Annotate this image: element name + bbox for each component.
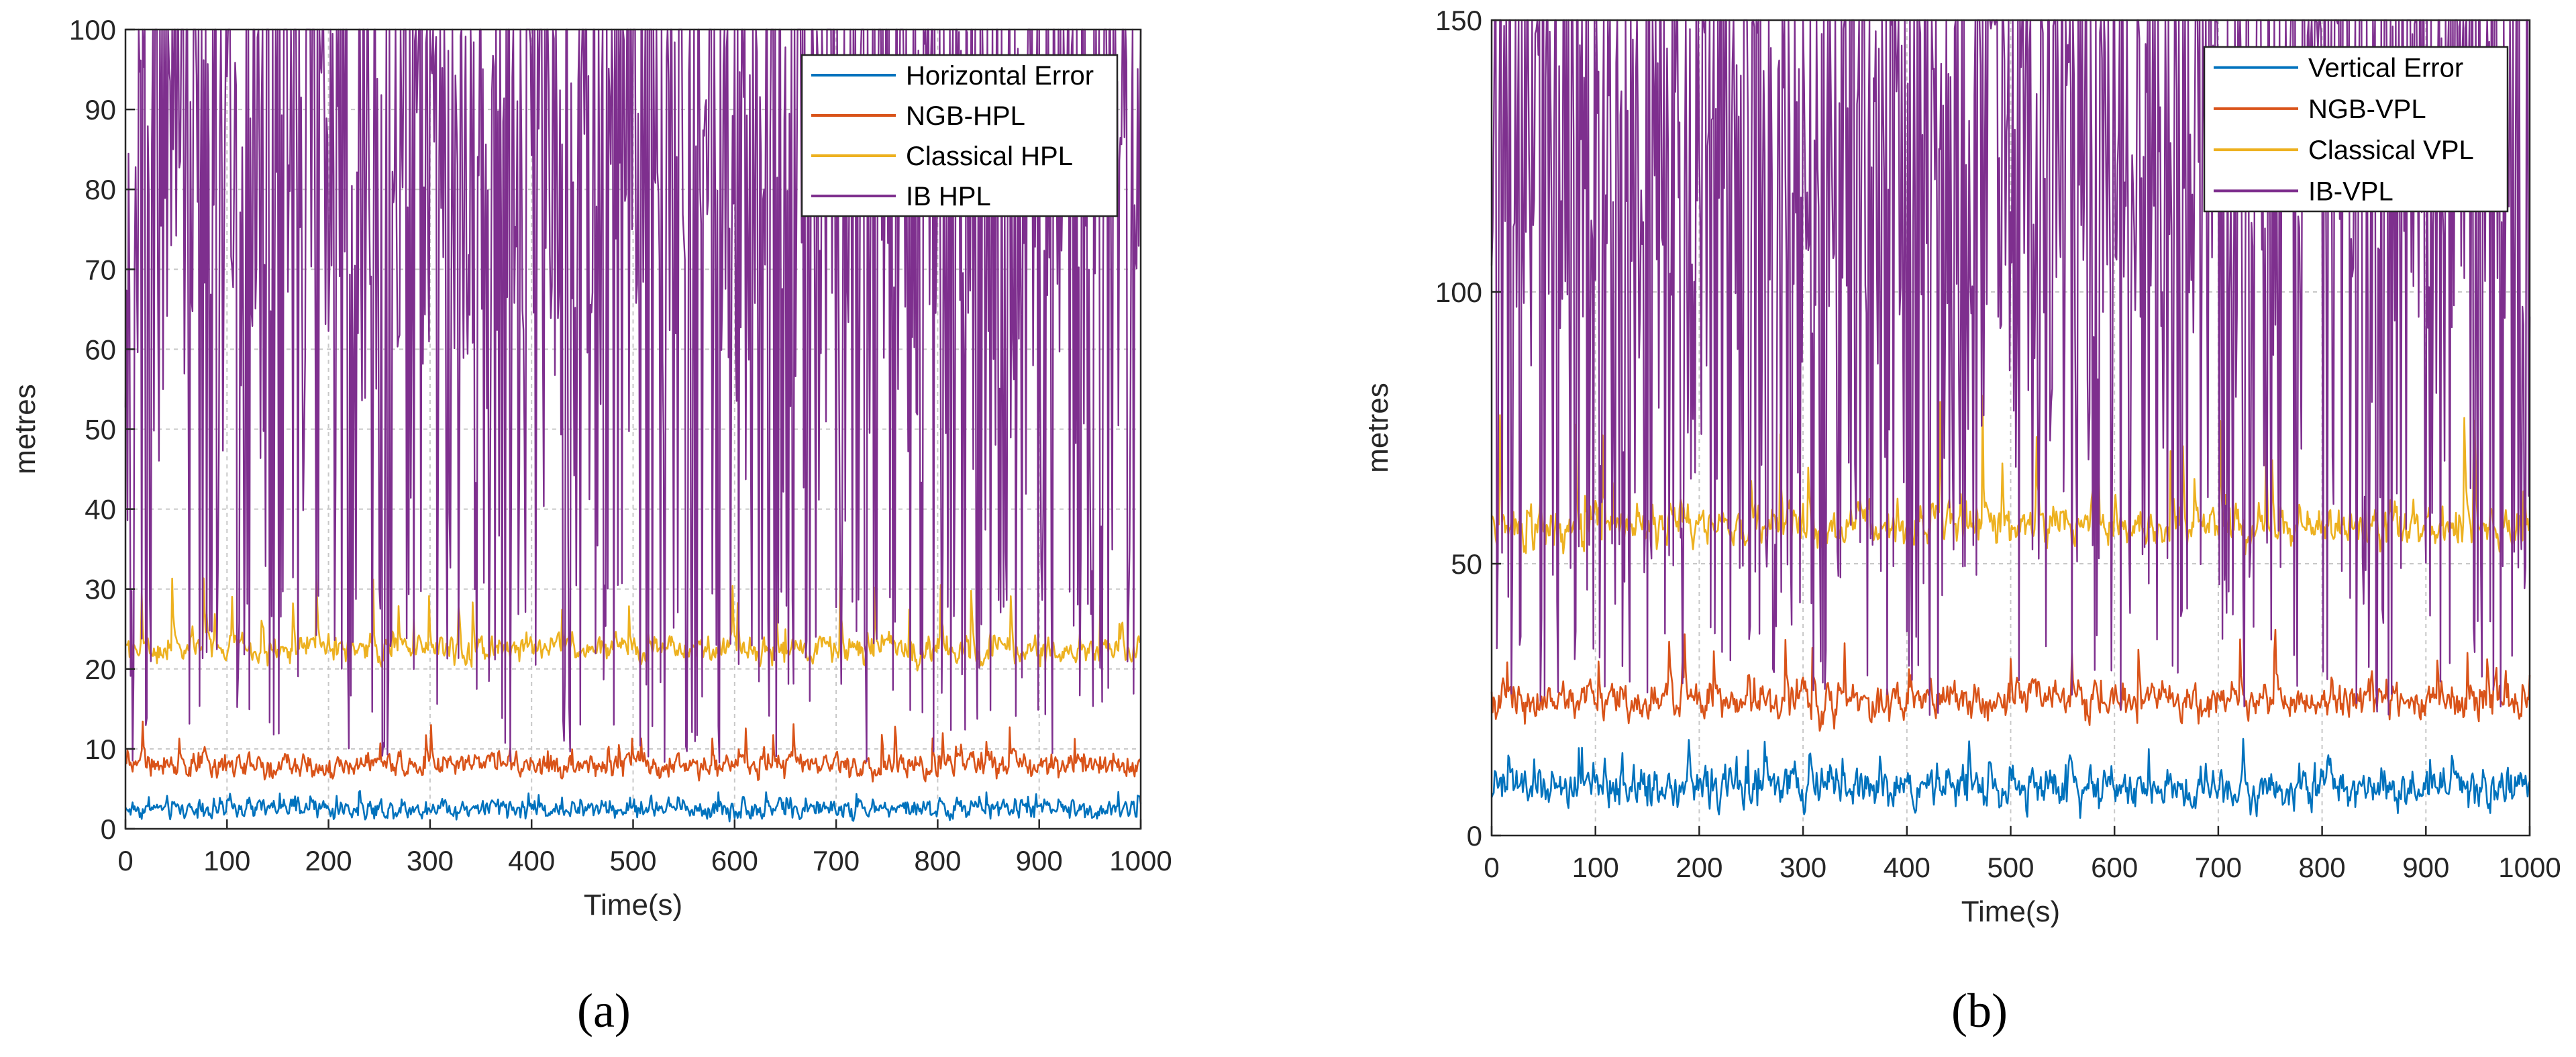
x-tick-label: 300	[1780, 852, 1826, 883]
x-tick-label: 100	[203, 845, 250, 876]
y-tick-label: 150	[1435, 5, 1482, 36]
caption-a: (a)	[577, 984, 631, 1038]
y-tick-label: 10	[85, 734, 116, 765]
series-line-ib-vpl	[1490, 19, 2531, 716]
x-tick-label: 900	[1016, 845, 1063, 876]
y-axis-label: metres	[9, 384, 42, 474]
legend: Horizontal Error NGB-HPL Classical HPL IB H…	[801, 54, 1119, 217]
legend-label: Horizontal Error	[906, 61, 1094, 91]
x-axis-label: Time(s)	[1961, 895, 2060, 928]
x-tick-label: 300	[407, 845, 454, 876]
legend-label: Classical VPL	[2308, 136, 2474, 165]
x-axis-label: Time(s)	[584, 889, 682, 921]
legend-label: NGB-VPL	[2308, 95, 2426, 124]
y-tick-label: 100	[1435, 276, 1482, 308]
x-tick-label: 400	[508, 845, 555, 876]
legend-label: IB HPL	[906, 182, 991, 211]
legend-label: NGB-HPL	[906, 101, 1025, 131]
x-tick-label: 1000	[1109, 845, 1172, 876]
y-tick-label: 20	[85, 654, 116, 685]
y-tick-label: 50	[1451, 548, 1482, 580]
y-tick-label: 60	[85, 334, 116, 365]
y-tick-label: 40	[85, 494, 116, 525]
y-tick-label: 70	[85, 254, 116, 285]
y-tick-label: 90	[85, 94, 116, 125]
x-tick-label: 0	[117, 845, 133, 876]
x-tick-label: 0	[1484, 852, 1499, 883]
y-tick-label: 100	[69, 14, 116, 46]
x-tick-label: 800	[914, 845, 961, 876]
x-tick-label: 700	[2195, 852, 2242, 883]
chart-panel-a: 0 100 200 300 400 500 600 700 800 900 1000 0 10 20 30 4…	[9, 14, 1172, 921]
legend: Vertical Error NGB-VPL Classical VPL IB-VPL	[2203, 46, 2509, 213]
x-tick-label: 700	[813, 845, 860, 876]
chart-panel-b: 0 100 200 300 400 500 600 700 800 900 1000 0 50 100 15…	[1361, 5, 2561, 928]
x-tick-label: 600	[711, 845, 758, 876]
x-tick-label: 500	[1987, 852, 2034, 883]
y-tick-label: 80	[85, 174, 116, 205]
legend-box	[2203, 46, 2509, 213]
legend-box	[801, 54, 1119, 217]
series-line-horizontal-error	[124, 790, 1142, 823]
x-tick-label: 900	[2402, 852, 2449, 883]
series-line-classical-hpl	[125, 574, 1142, 672]
series-line-vertical-error	[1490, 738, 2531, 819]
x-tick-label: 200	[305, 845, 352, 876]
legend-label: Classical HPL	[906, 142, 1073, 171]
series-line-ngb-hpl	[125, 720, 1142, 783]
y-tick-label: 0	[101, 813, 116, 845]
legend-label: Vertical Error	[2308, 54, 2463, 83]
y-tick-label: 0	[1467, 820, 1482, 852]
x-tick-label: 200	[1676, 852, 1722, 883]
legend-label: IB-VPL	[2308, 177, 2393, 206]
caption-b: (b)	[1951, 984, 2008, 1038]
x-tick-label: 100	[1572, 852, 1619, 883]
x-tick-label: 800	[2299, 852, 2346, 883]
x-tick-label: 1000	[2498, 852, 2561, 883]
x-tick-label: 600	[2091, 852, 2138, 883]
x-tick-label: 500	[609, 845, 656, 876]
y-tick-label: 30	[85, 574, 116, 605]
x-tick-label: 400	[1884, 852, 1930, 883]
y-axis-label: metres	[1361, 383, 1394, 472]
y-tick-label: 50	[85, 414, 116, 446]
